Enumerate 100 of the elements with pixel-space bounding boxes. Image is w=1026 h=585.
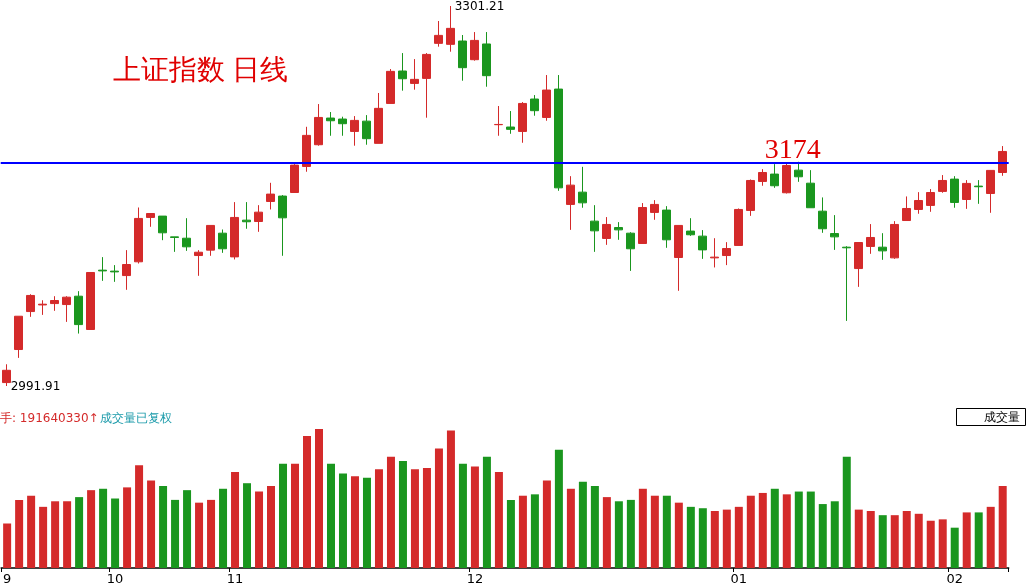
bar <box>15 499 24 568</box>
candlestick <box>746 178 755 217</box>
x-tick-label: 12 <box>466 571 484 585</box>
ref-line-label: 3174 <box>764 132 821 164</box>
candlestick <box>602 216 611 246</box>
bar <box>722 509 731 568</box>
candlestick <box>434 20 443 48</box>
bar <box>758 492 767 568</box>
bar <box>303 435 311 568</box>
bar <box>518 495 527 568</box>
bar <box>950 527 959 568</box>
candlestick <box>338 116 347 137</box>
candlestick <box>278 194 287 257</box>
bar <box>315 429 323 568</box>
bar <box>746 495 755 568</box>
candlestick <box>170 236 179 253</box>
x-tick-label: 01 <box>730 571 748 585</box>
candlestick <box>74 290 83 335</box>
bar <box>998 485 1007 568</box>
candlestick <box>38 299 47 316</box>
candlestick <box>698 229 707 260</box>
candlestick <box>866 223 875 255</box>
candlestick <box>770 163 779 189</box>
x-tick-label: 02 <box>946 571 963 585</box>
bar <box>926 520 935 568</box>
bar <box>578 481 587 568</box>
bar <box>626 499 635 568</box>
bar <box>171 499 180 568</box>
candlestick <box>14 315 23 359</box>
bar <box>410 469 419 568</box>
bar <box>614 501 623 568</box>
bar <box>231 472 240 568</box>
bar <box>326 463 335 568</box>
bar <box>398 460 407 568</box>
candlestick <box>302 126 311 173</box>
candlestick <box>230 201 239 260</box>
candlestick <box>926 188 935 213</box>
candlestick <box>410 58 419 91</box>
candlestick <box>122 249 131 291</box>
bar <box>123 487 132 568</box>
candlestick <box>50 295 59 312</box>
bar <box>482 456 491 568</box>
bar <box>866 511 875 568</box>
candlestick <box>674 224 683 292</box>
bar <box>962 512 971 568</box>
candlestick <box>446 5 455 53</box>
bar <box>506 499 515 568</box>
bar <box>207 499 216 568</box>
candlestick <box>878 232 887 261</box>
candlestick <box>638 202 647 244</box>
bar <box>650 495 659 568</box>
candlestick <box>938 174 947 194</box>
bar <box>111 498 120 568</box>
candlestick <box>2 363 11 387</box>
bar <box>27 495 36 568</box>
candlestick <box>494 105 503 137</box>
bar <box>338 473 347 568</box>
bar <box>219 488 228 568</box>
bar <box>854 509 863 568</box>
bar <box>494 472 503 568</box>
candlestick <box>98 256 107 282</box>
bar <box>75 497 84 568</box>
bar <box>434 448 443 568</box>
bar <box>842 456 851 568</box>
bar <box>698 508 707 568</box>
candlestick <box>986 169 995 214</box>
bar <box>362 477 371 568</box>
bar <box>830 501 839 568</box>
bar <box>554 449 563 568</box>
candlestick <box>326 111 335 137</box>
candlestick <box>902 195 911 222</box>
bar <box>159 485 168 568</box>
bar <box>638 488 647 568</box>
candlestick <box>458 34 467 82</box>
bar <box>566 488 575 568</box>
candlestick <box>62 295 71 323</box>
candlestick <box>650 199 659 221</box>
bar <box>99 488 108 568</box>
candlestick <box>146 213 155 228</box>
x-tick-label: 11 <box>226 571 244 585</box>
bar <box>878 515 887 568</box>
bar <box>255 491 264 568</box>
candlestick <box>662 205 671 249</box>
candlestick <box>806 169 815 209</box>
candlestick <box>158 215 167 241</box>
bar <box>530 494 539 568</box>
bar <box>51 501 60 568</box>
candlestick <box>854 242 863 288</box>
candlestick <box>734 207 743 246</box>
bar <box>974 512 983 568</box>
candlestick <box>782 162 791 194</box>
bar <box>710 511 719 568</box>
annotation: 2991.91 <box>10 379 61 393</box>
candlestick <box>398 52 407 92</box>
candlestick <box>842 245 851 322</box>
bar <box>3 523 12 568</box>
bar <box>374 469 383 568</box>
bar <box>590 485 599 568</box>
bar <box>938 519 947 568</box>
bar <box>243 483 252 568</box>
